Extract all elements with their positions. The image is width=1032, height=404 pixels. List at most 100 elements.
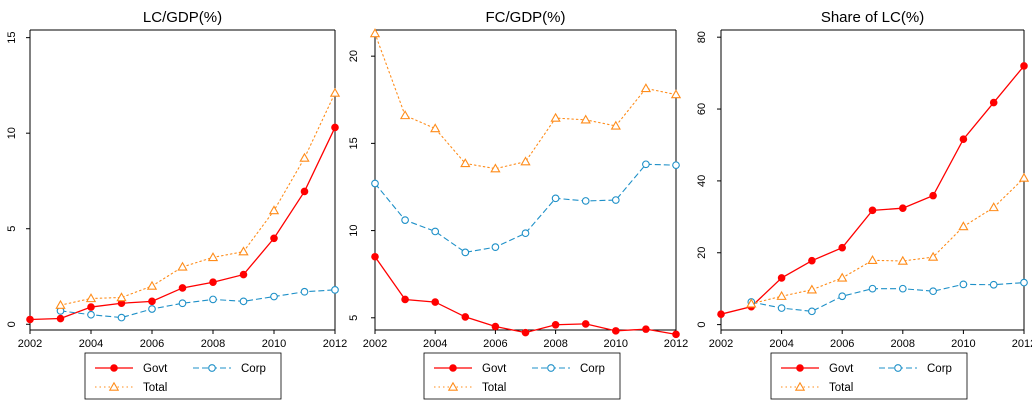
series-corp	[747, 278, 1028, 316]
data-point-corp	[431, 227, 440, 236]
y-tick-label: 10	[6, 127, 18, 139]
series-line-govt	[720, 65, 1025, 315]
data-point-corp	[239, 297, 248, 306]
data-point-corp	[898, 284, 907, 293]
data-point-total	[580, 114, 591, 124]
data-point-corp	[672, 161, 680, 170]
data-point-corp	[401, 216, 409, 224]
data-point-govt	[461, 313, 470, 321]
series-line-corp	[374, 163, 677, 253]
data-point-govt	[26, 315, 34, 324]
data-point-total	[146, 280, 158, 290]
x-tick-label: 2004	[423, 338, 447, 350]
data-point-govt	[672, 330, 680, 339]
legend-label-total: Total	[482, 382, 506, 394]
data-point-corp	[491, 243, 500, 252]
data-point-corp	[371, 179, 379, 188]
panel-title: FC/GDP(%)	[486, 9, 566, 26]
data-point-total	[116, 292, 127, 302]
data-point-total	[610, 120, 621, 130]
data-point-govt	[777, 274, 786, 282]
y-tick-label: 20	[348, 50, 360, 62]
data-point-govt	[581, 320, 590, 328]
data-point-total	[640, 83, 652, 93]
legend: Govt Corp Total	[423, 352, 621, 400]
legend-marker-corp	[208, 364, 216, 372]
series-line-corp	[751, 282, 1025, 312]
y-tick-label: 10	[348, 224, 360, 236]
legend-marker-total	[794, 381, 806, 391]
data-point-govt	[401, 295, 409, 304]
data-point-corp	[989, 280, 998, 289]
data-point-govt	[209, 278, 217, 287]
y-tick-label: 0	[6, 321, 18, 327]
legend-label-govt: Govt	[143, 363, 168, 375]
data-point-corp	[521, 229, 530, 238]
data-point-govt	[989, 98, 998, 107]
data-point-govt	[178, 284, 187, 292]
legend-marker-govt	[796, 364, 804, 372]
data-point-govt	[551, 320, 560, 329]
x-tick-label: 2006	[140, 338, 164, 350]
series-corp	[371, 160, 680, 257]
data-point-corp	[87, 310, 95, 319]
x-tick-label: 2010	[604, 338, 628, 350]
legend-label-total: Total	[143, 382, 167, 394]
data-point-govt	[239, 270, 248, 279]
x-tick-label: 2010	[951, 338, 975, 350]
legend-label-corp: Corp	[580, 363, 605, 375]
series-total	[746, 172, 1030, 308]
x-tick-label: 2010	[262, 338, 286, 350]
data-point-corp	[929, 287, 937, 296]
data-point-govt	[331, 123, 339, 132]
legend-label-govt: Govt	[482, 363, 507, 375]
data-point-total	[746, 298, 757, 308]
data-point-total	[958, 221, 969, 231]
legend-marker-corp	[547, 364, 555, 372]
legend-label-total: Total	[829, 382, 853, 394]
y-tick-label: 5	[348, 315, 360, 321]
data-point-total	[806, 284, 818, 294]
y-tick-label: 5	[6, 226, 18, 232]
data-point-govt	[300, 187, 309, 196]
data-point-govt	[371, 252, 379, 261]
data-point-govt	[717, 310, 725, 318]
series-line-total	[374, 32, 677, 170]
legend-marker-govt	[110, 364, 118, 372]
x-tick-label: 2004	[79, 338, 103, 350]
data-point-govt	[431, 298, 440, 306]
series-line-corp	[60, 289, 336, 319]
x-tick-label: 2006	[830, 338, 854, 350]
data-point-total	[550, 112, 561, 122]
data-point-total	[207, 252, 219, 262]
data-point-total	[837, 272, 848, 282]
x-tick-label: 2008	[891, 338, 915, 350]
y-tick-label: 15	[6, 32, 18, 44]
x-tick-label: 2012	[1012, 338, 1032, 350]
y-tick-label: 80	[696, 31, 708, 43]
data-point-total	[988, 202, 999, 212]
data-point-corp	[300, 287, 309, 296]
data-point-total	[55, 299, 66, 309]
y-tick-label: 60	[696, 103, 708, 115]
panel-title: LC/GDP(%)	[143, 9, 222, 26]
x-tick-label: 2008	[201, 338, 225, 350]
data-point-total	[867, 254, 878, 264]
legend-box	[770, 352, 968, 400]
data-point-corp	[178, 299, 187, 308]
data-point-total	[85, 293, 97, 303]
data-point-govt	[642, 325, 650, 333]
y-tick-label: 20	[696, 247, 708, 259]
data-point-govt	[270, 234, 278, 243]
data-point-total	[897, 255, 908, 265]
data-point-govt	[87, 303, 95, 311]
chart-panel-2: FC/GDP(%) 2002 2004 2006 2008 2010 2012 5 10 15 20…	[348, 9, 688, 400]
chart-panel-3: Share of LC(%) 2002 2004 2006 2008 2010 2012 0 2…	[696, 9, 1032, 400]
data-point-total	[776, 290, 787, 300]
x-tick-label: 2002	[363, 338, 387, 350]
legend-box	[84, 352, 282, 400]
legend-marker-govt	[449, 364, 457, 372]
data-point-govt	[899, 204, 907, 213]
data-point-govt	[612, 327, 620, 335]
